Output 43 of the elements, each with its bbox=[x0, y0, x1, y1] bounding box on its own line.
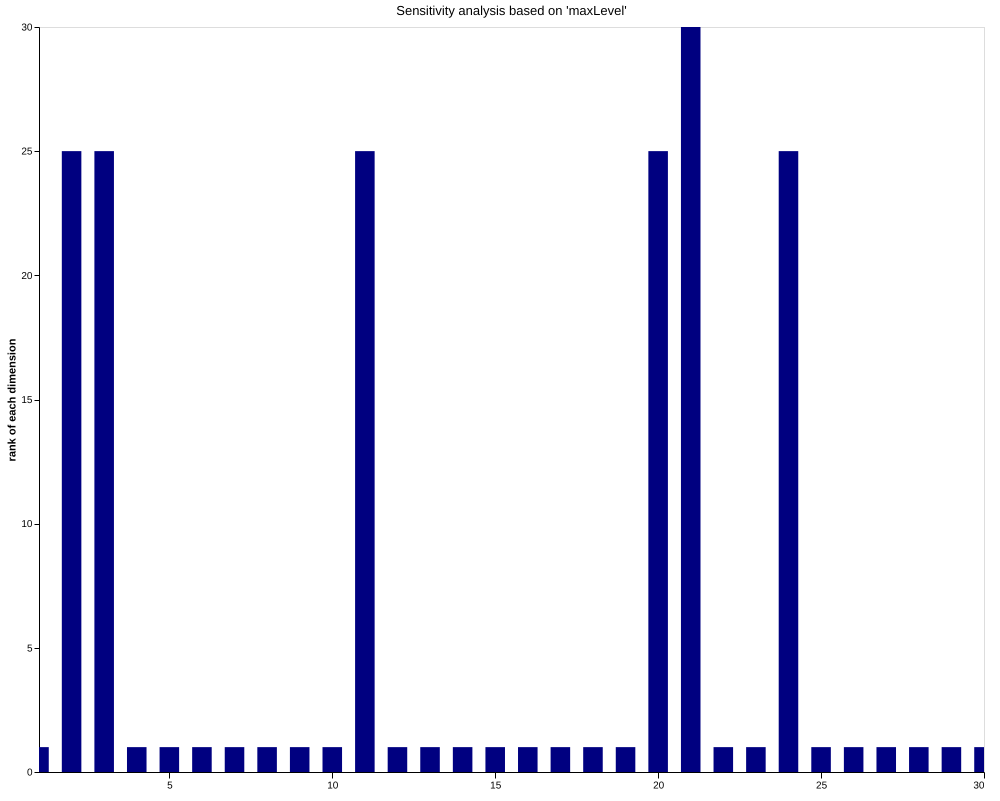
bar bbox=[290, 747, 310, 772]
bar bbox=[322, 747, 342, 772]
bar bbox=[616, 747, 636, 772]
bar bbox=[485, 747, 505, 772]
bar bbox=[550, 747, 570, 772]
y-tick-label: 10 bbox=[21, 519, 33, 530]
bar bbox=[62, 151, 82, 772]
bar bbox=[714, 747, 734, 772]
bar bbox=[909, 747, 929, 772]
bar bbox=[746, 747, 766, 772]
bar bbox=[518, 747, 538, 772]
bar bbox=[224, 747, 244, 772]
y-tick-label: 30 bbox=[21, 22, 33, 34]
x-tick-label: 30 bbox=[973, 780, 985, 792]
bar bbox=[452, 747, 472, 772]
bar bbox=[844, 747, 864, 772]
bar bbox=[388, 747, 408, 772]
bar bbox=[94, 151, 114, 772]
y-tick-label: 25 bbox=[21, 146, 33, 158]
chart-title: Sensitivity analysis based on 'maxLevel' bbox=[396, 3, 627, 18]
bar bbox=[257, 747, 277, 772]
bar bbox=[811, 747, 831, 772]
x-tick-label: 20 bbox=[653, 780, 665, 792]
bar bbox=[583, 747, 603, 772]
x-tick-label: 25 bbox=[816, 780, 828, 792]
bar bbox=[192, 747, 212, 772]
x-tick-label: 10 bbox=[327, 780, 339, 792]
bar bbox=[942, 747, 962, 772]
bar bbox=[420, 747, 440, 772]
bar bbox=[160, 747, 180, 772]
y-tick-label: 0 bbox=[26, 768, 33, 778]
bar bbox=[778, 151, 798, 772]
bar bbox=[126, 747, 147, 772]
y-tick-label: 5 bbox=[26, 643, 33, 654]
y-tick-label: 20 bbox=[21, 270, 33, 282]
y-axis-title: rank of each dimension bbox=[6, 338, 18, 462]
x-tick-label: 5 bbox=[167, 780, 174, 792]
bar bbox=[355, 151, 375, 772]
bar bbox=[876, 747, 896, 772]
x-tick-label: 15 bbox=[490, 780, 502, 792]
y-tick-label: 15 bbox=[21, 395, 33, 406]
bar bbox=[680, 27, 700, 772]
bar bbox=[648, 151, 668, 772]
